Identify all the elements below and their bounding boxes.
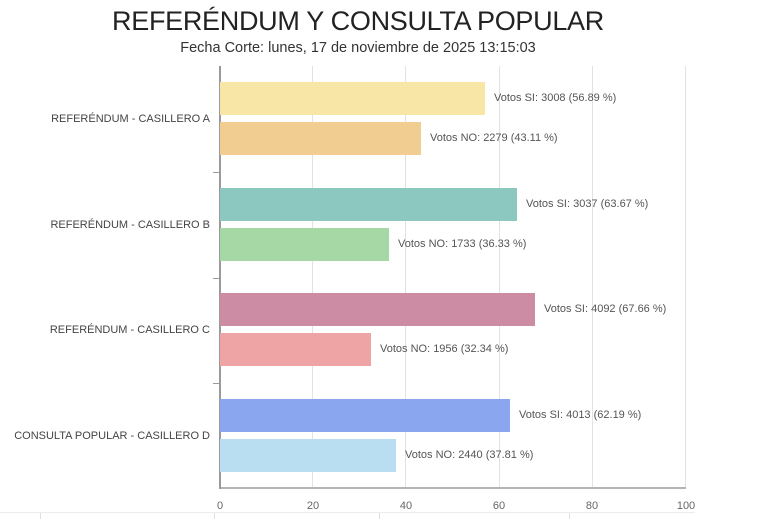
bar-votos-no[interactable] [220, 439, 396, 472]
bar-value-label: Votos NO: 2440 (37.81 %) [405, 449, 534, 461]
x-tick-label: 80 [585, 500, 599, 512]
gridline [685, 66, 686, 489]
bar-value-label: Votos NO: 1956 (32.34 %) [380, 343, 509, 355]
gridline [499, 66, 500, 489]
category-label: REFERÉNDUM - CASILLERO A [51, 113, 210, 125]
footer-divider [569, 513, 570, 519]
gridline [312, 66, 313, 489]
bar-value-label: Votos NO: 2279 (43.11 %) [430, 132, 558, 144]
gridline [405, 66, 406, 489]
y-tick [213, 278, 219, 279]
bar-value-label: Votos SI: 3037 (63.67 %) [526, 198, 649, 210]
category-label: CONSULTA POPULAR - CASILLERO D [14, 430, 210, 442]
footer-divider [379, 513, 380, 519]
footer-divider [40, 513, 41, 519]
bar-votos-no[interactable] [220, 228, 389, 261]
footer-divider [0, 512, 695, 513]
bar-votos-no[interactable] [220, 333, 371, 366]
bar-value-label: Votos NO: 1733 (36.33 %) [398, 238, 527, 250]
gridline [592, 66, 593, 489]
x-tick-label: 40 [399, 500, 413, 512]
bar-votos-si[interactable] [220, 188, 517, 221]
x-tick-label: 20 [306, 500, 320, 512]
y-tick [213, 383, 219, 384]
bar-votos-no[interactable] [220, 122, 421, 155]
bar-votos-si[interactable] [220, 399, 510, 432]
bar-votos-si[interactable] [220, 82, 485, 115]
category-label: REFERÉNDUM - CASILLERO C [49, 324, 210, 336]
bar-value-label: Votos SI: 4092 (67.66 %) [544, 303, 667, 315]
chart-title: REFERÉNDUM Y CONSULTA POPULAR [112, 6, 604, 36]
bar-value-label: Votos SI: 4013 (62.19 %) [519, 409, 642, 421]
chart-subtitle: Fecha Corte: lunes, 17 de noviembre de 2… [180, 40, 536, 56]
x-tick-label: 0 [216, 500, 224, 512]
bar-value-label: Votos SI: 3008 (56.89 %) [494, 92, 617, 104]
category-label: REFERÉNDUM - CASILLERO B [50, 219, 210, 231]
y-axis-line [219, 66, 221, 489]
y-tick [213, 172, 219, 173]
x-tick-label: 60 [492, 500, 506, 512]
bar-votos-si[interactable] [220, 293, 535, 326]
x-axis-line [219, 487, 686, 489]
footer-divider [214, 513, 215, 519]
x-tick-label: 100 [676, 500, 696, 512]
plot-area: Votos SI: 3008 (56.89 %) Votos NO: 2279 (… [213, 66, 686, 489]
